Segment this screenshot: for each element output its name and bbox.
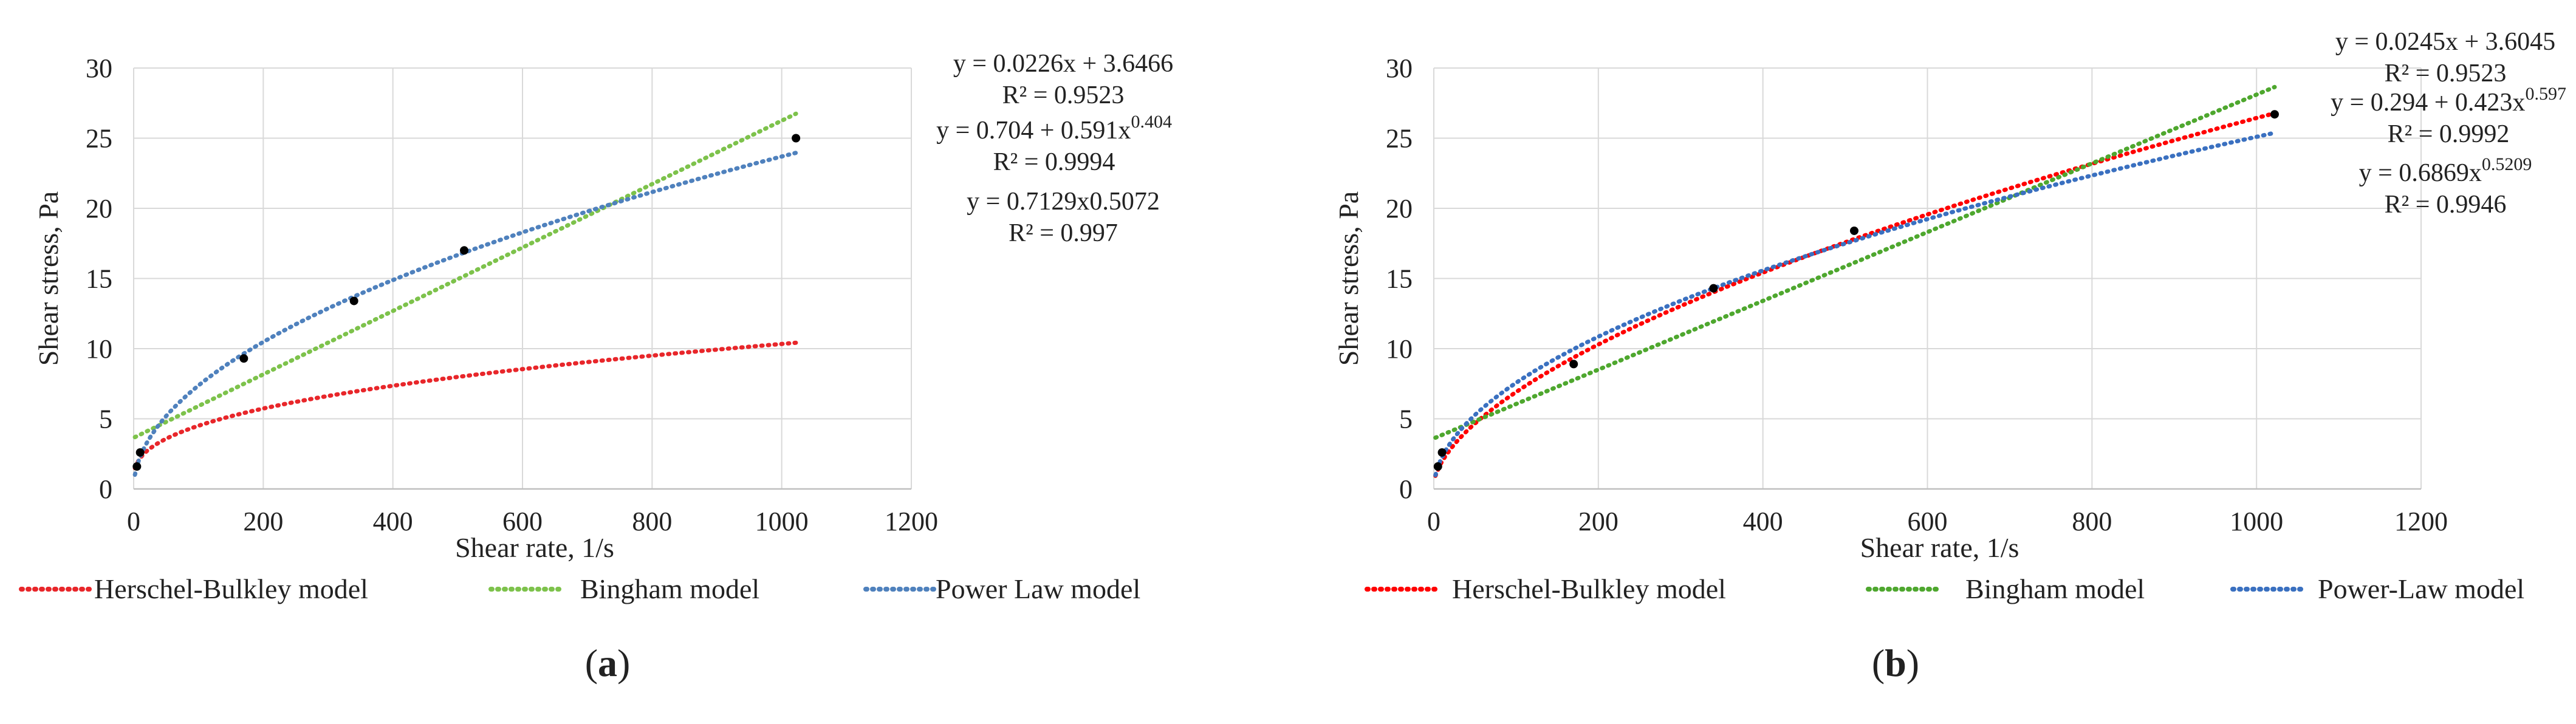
- chart-b-ytick-label: 20: [1386, 194, 1413, 224]
- chart-a-data-point: [132, 462, 142, 471]
- chart-a-xtick-label: 0: [127, 507, 140, 536]
- chart-a-xtick-label: 1200: [885, 507, 938, 536]
- chart-b-legend-label: Herschel-Bulkley model: [1452, 573, 1726, 604]
- chart-a-ytick-label: 10: [86, 334, 112, 364]
- chart-a-ytick-label: 20: [86, 194, 112, 224]
- chart-b-legend-label: Power-Law model: [2318, 573, 2524, 604]
- chart-b-ytick-label: 0: [1399, 474, 1413, 504]
- chart-b-y-axis-label: Shear stress, Pa: [1333, 191, 1364, 366]
- chart-a-ytick-label: 0: [99, 474, 112, 504]
- chart-a-ytick-label: 25: [86, 124, 112, 154]
- caption-b: (b): [1871, 641, 1920, 685]
- chart-a-series-power: [132, 151, 798, 477]
- caption-b-letter: b: [1885, 641, 1906, 685]
- chart-b-legend-label: Bingham model: [1965, 573, 2145, 604]
- chart-b-equation-exponent: 0.5209: [2482, 154, 2532, 174]
- chart-a-ytick-label: 5: [99, 405, 112, 434]
- chart-a-legend-label: Herschel-Bulkley model: [94, 573, 368, 604]
- chart-b-r2-label: R² = 0.9946: [2385, 191, 2507, 219]
- chart-a-x-axis-label: Shear rate, 1/s: [455, 532, 614, 563]
- chart-a-xtick-label: 1000: [755, 507, 809, 536]
- chart-a-data-point: [239, 354, 248, 363]
- chart-b-data-point: [1437, 448, 1447, 457]
- chart-a-r2-label: R² = 0.997: [1009, 219, 1118, 247]
- chart-b-r2-label: R² = 0.9992: [2388, 120, 2510, 148]
- chart-a-data-point: [349, 296, 358, 306]
- caption-a-letter: a: [598, 641, 617, 685]
- chart-b-xtick-label: 400: [1743, 507, 1783, 536]
- chart-a-equation-label: y = 0.704 + 0.591x0.404: [936, 112, 1172, 145]
- chart-b-data-point: [1849, 226, 1858, 235]
- chart-a-equation-label: y = 0.7129x0.5072: [967, 188, 1160, 216]
- chart-b-equation-label: y = 0.6869x0.5209: [2359, 154, 2532, 187]
- chart-b-xtick-label: 800: [2072, 507, 2112, 536]
- chart-b-xtick-label: 0: [1427, 507, 1440, 536]
- chart-b-ytick-label: 15: [1386, 264, 1413, 294]
- chart-a-legend-label: Power Law model: [936, 573, 1140, 604]
- chart-b-svg: 0 5 10 15 20 25 30 0 200 400 600 800 1000 1200 Shear r…: [1333, 28, 2566, 604]
- chart-b-xtick-label: 200: [1578, 507, 1619, 536]
- chart-b-ytick-label: 5: [1399, 405, 1413, 434]
- chart-b-ytick-label: 25: [1386, 124, 1413, 154]
- chart-a-series-hb: [132, 340, 798, 471]
- chart-panel-b: 0 5 10 15 20 25 30 0 200 400 600 800 1000 1200 Shear r…: [1288, 0, 2576, 724]
- chart-a-xtick-label: 200: [243, 507, 283, 536]
- chart-b-xtick-label: 1000: [2230, 507, 2283, 536]
- chart-a-svg: 0 5 10 15 20 25 30 0 200 400 600 800 1000 1200 Shear r…: [19, 50, 1173, 604]
- chart-b-series-linear: [1433, 84, 2277, 440]
- chart-b-ytick-label: 30: [1386, 53, 1413, 83]
- chart-b-series-power: [1433, 131, 2277, 477]
- chart-a-data-point: [460, 246, 468, 255]
- chart-a-xtick-label: 600: [502, 507, 543, 536]
- chart-b-xtick-label: 600: [1908, 507, 1948, 536]
- chart-b-ytick-label: 10: [1386, 334, 1413, 364]
- chart-a-series-linear: [132, 111, 798, 440]
- chart-b-r2-label: R² = 0.9523: [2385, 60, 2507, 87]
- chart-a-xtick-label: 800: [632, 507, 672, 536]
- chart-a-data-point: [135, 448, 145, 457]
- chart-b-xtick-label: 1200: [2394, 507, 2448, 536]
- chart-a-ytick-label: 30: [86, 53, 112, 83]
- chart-b-data-point: [2270, 110, 2279, 119]
- chart-a-equation-exponent: 0.404: [1131, 112, 1172, 132]
- chart-a-equation-label: y = 0.0226x + 3.6466: [953, 50, 1173, 78]
- chart-b-equation-label: y = 0.0245x + 3.6045: [2335, 28, 2555, 56]
- chart-a-y-axis-label: Shear stress, Pa: [33, 191, 64, 366]
- chart-a-r2-label: R² = 0.9523: [1002, 81, 1125, 109]
- caption-a: (a): [584, 641, 631, 685]
- chart-b-equation-label: y = 0.294 + 0.423x0.597: [2331, 84, 2566, 117]
- chart-a-ytick-label: 15: [86, 264, 112, 294]
- chart-b-equation-exponent: 0.597: [2525, 84, 2566, 104]
- chart-b-data-point: [1709, 284, 1718, 293]
- chart-a-legend-label: Bingham model: [580, 573, 759, 604]
- chart-a-xtick-label: 400: [373, 507, 413, 536]
- chart-b-x-axis-label: Shear rate, 1/s: [1860, 532, 2019, 563]
- chart-b-series-hb: [1433, 111, 2277, 478]
- chart-b-data-point: [1433, 462, 1442, 471]
- chart-b-data-point: [1569, 360, 1578, 369]
- chart-a-data-point: [792, 134, 801, 143]
- chart-panel-a: 0 5 10 15 20 25 30 0 200 400 600 800 1000 1200 Shear r…: [19, 50, 1173, 685]
- chart-a-r2-label: R² = 0.9994: [993, 148, 1115, 176]
